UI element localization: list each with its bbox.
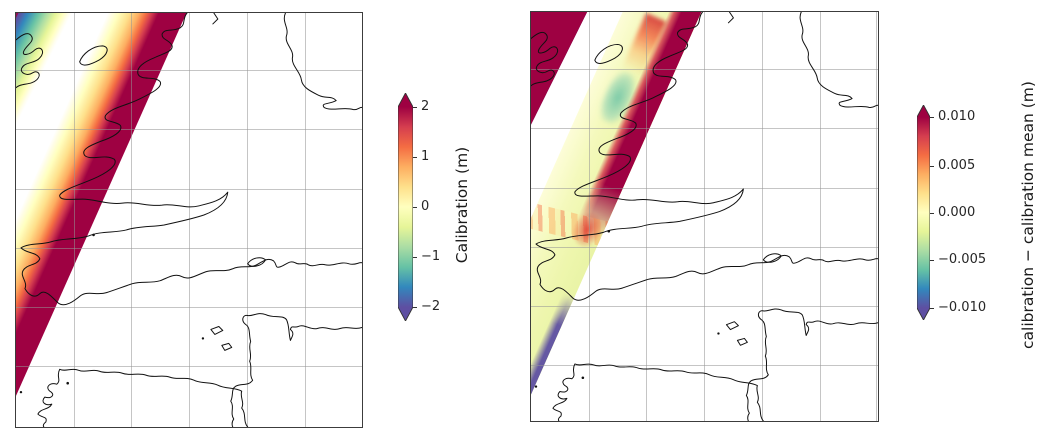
gridline <box>531 365 878 366</box>
coastline-map <box>16 13 362 427</box>
colorbar-calibration-anomaly: 0.010 0.005 0.000 −0.005 −0.010 <box>916 104 1017 321</box>
colorbar-tick <box>413 107 417 108</box>
gridline <box>531 69 878 70</box>
gridline <box>16 189 362 190</box>
colorbar-tick <box>413 307 417 308</box>
gridline <box>531 128 878 129</box>
colorbar-axis-label-calibration: Calibration (m) <box>453 146 471 264</box>
gridline <box>589 12 590 421</box>
gridline <box>876 12 877 421</box>
colorbar-tick <box>930 308 934 309</box>
colorbar-tick <box>413 207 417 208</box>
colorbar-tick-label: 0.010 <box>938 109 976 124</box>
colorbar-tick-label: 0.005 <box>938 158 976 173</box>
colorbar-tick-label: 0.000 <box>938 205 976 220</box>
colorbar-gradient <box>397 92 414 322</box>
colorbar-tick-label: −1 <box>421 249 441 264</box>
colorbar-tick-label: 1 <box>421 149 430 164</box>
gridline <box>16 248 362 249</box>
colorbar-tick <box>930 213 934 214</box>
colorbar-tick-label: −2 <box>421 299 441 314</box>
coastline-map <box>531 12 878 421</box>
gridline <box>16 366 362 367</box>
gridline <box>762 12 763 421</box>
gridline <box>531 247 878 248</box>
gridline <box>531 306 878 307</box>
gridline <box>531 188 878 189</box>
gridline <box>247 13 248 427</box>
map-panel-calibration <box>15 12 363 428</box>
colorbar-tick <box>413 257 417 258</box>
colorbar-tick-label: −0.010 <box>938 300 987 315</box>
gridline <box>16 129 362 130</box>
colorbar-tick-label: 0 <box>421 199 430 214</box>
gridline <box>16 307 362 308</box>
gridline <box>16 70 362 71</box>
map-panel-calibration-anomaly <box>530 11 879 422</box>
colorbar-axis-label-calibration-anomaly: calibration − calibration mean (m) <box>1019 81 1037 349</box>
gridline <box>646 12 647 421</box>
colorbar-tick-label: −0.005 <box>938 252 987 267</box>
gridline <box>74 13 75 427</box>
gridline <box>820 12 821 421</box>
colorbar-tick <box>930 260 934 261</box>
colorbar-tick <box>413 157 417 158</box>
gridline <box>131 13 132 427</box>
colorbar-tick <box>930 117 934 118</box>
colorbar-gradient <box>916 104 931 321</box>
gridline <box>704 12 705 421</box>
gridline <box>189 13 190 427</box>
colorbar-calibration: 2 1 0 −1 −2 <box>397 92 488 322</box>
gridline <box>305 13 306 427</box>
colorbar-tick-label: 2 <box>421 99 430 114</box>
colorbar-tick <box>930 166 934 167</box>
